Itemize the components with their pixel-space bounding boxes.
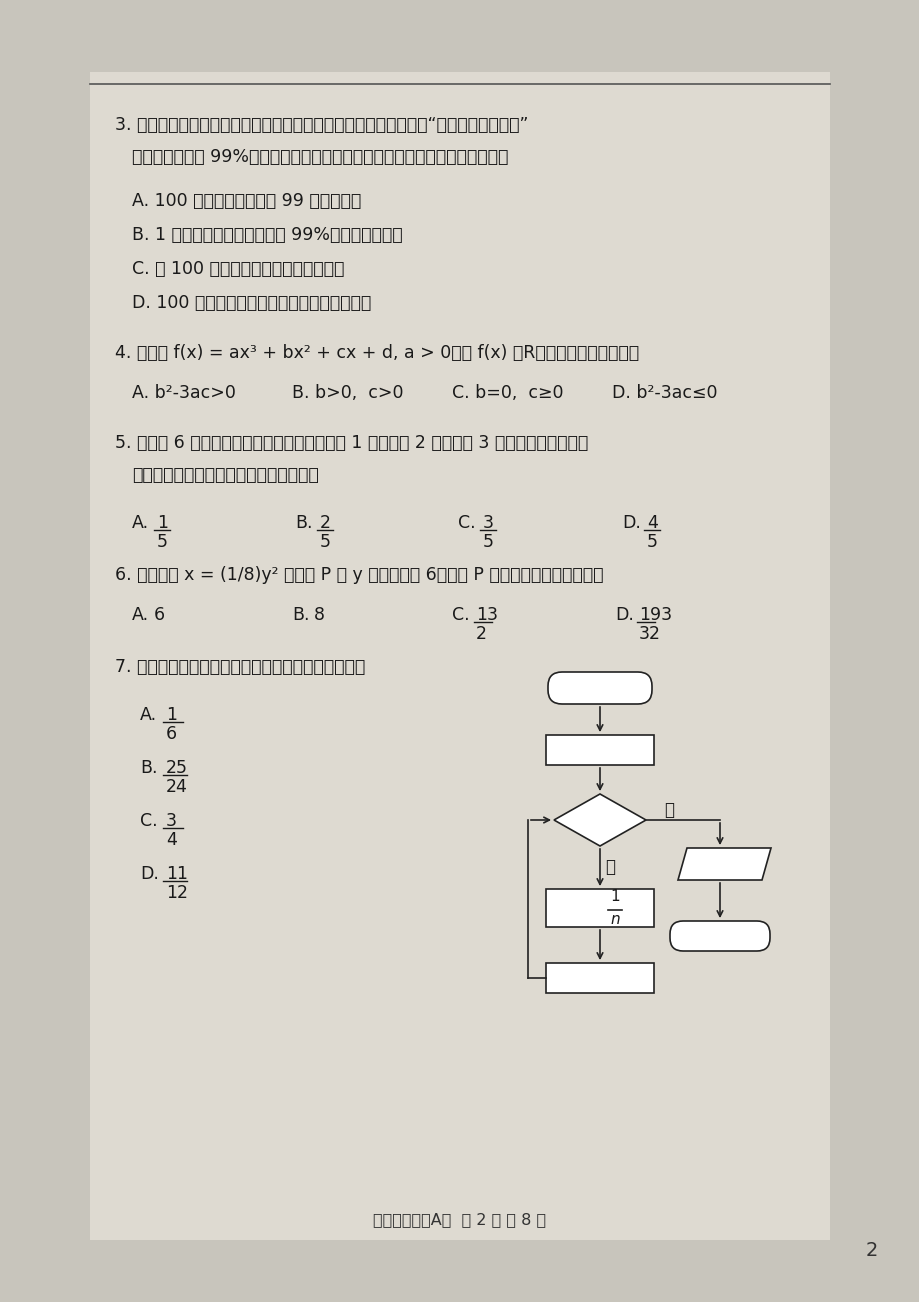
Text: 1: 1	[157, 514, 168, 533]
Text: 7. 如图所示，程序框图（算法流程图）的输出结果是: 7. 如图所示，程序框图（算法流程图）的输出结果是	[115, 658, 365, 676]
FancyBboxPatch shape	[548, 672, 652, 704]
Text: 是: 是	[605, 858, 614, 876]
Text: B.: B.	[295, 514, 312, 533]
Text: 4: 4	[165, 831, 176, 849]
Text: A. b²-3ac>0: A. b²-3ac>0	[131, 384, 235, 402]
Text: B. 1 个人吸烟，那么这个人有 99%的概率患有肺癌: B. 1 个人吸烟，那么这个人有 99%的概率患有肺癌	[131, 227, 403, 243]
Text: 开始: 开始	[589, 680, 609, 697]
Text: 11: 11	[165, 865, 187, 883]
Text: 193: 193	[639, 605, 672, 624]
Text: 25: 25	[165, 759, 187, 777]
Text: 的结论，并且有 99%以上的把握认为这个结论是成立的，下列说法中正确的是: 的结论，并且有 99%以上的把握认为这个结论是成立的，下列说法中正确的是	[131, 148, 508, 165]
Text: A. 100 个吸烟者中至少有 99 人患有肺癌: A. 100 个吸烟者中至少有 99 人患有肺癌	[131, 191, 361, 210]
Text: 6: 6	[165, 725, 177, 743]
Text: 2: 2	[475, 625, 486, 643]
Text: C.: C.	[140, 812, 157, 829]
Text: 4: 4	[646, 514, 657, 533]
Text: 5: 5	[646, 533, 657, 551]
Text: 6: 6	[153, 605, 165, 624]
Text: n: n	[609, 911, 619, 927]
Text: 24: 24	[165, 779, 187, 796]
Text: C.: C.	[451, 605, 469, 624]
Text: 3: 3	[482, 514, 494, 533]
Text: 13: 13	[475, 605, 497, 624]
Text: B. b>0,  c>0: B. b>0, c>0	[291, 384, 403, 402]
Text: D.: D.	[614, 605, 633, 624]
Text: n=n+2: n=n+2	[570, 969, 629, 987]
Text: 5: 5	[320, 533, 331, 551]
Text: C.: C.	[458, 514, 475, 533]
FancyBboxPatch shape	[545, 963, 653, 993]
Text: B.: B.	[140, 759, 157, 777]
Text: 6. 设抛物线 x = (1/8)y² 上一点 P 到 y 轴的距离是 6，则点 P 到该抛物线焦点的距离是: 6. 设抛物线 x = (1/8)y² 上一点 P 到 y 轴的距离是 6，则点…	[115, 566, 603, 585]
Text: 8: 8	[313, 605, 324, 624]
FancyBboxPatch shape	[669, 921, 769, 950]
Text: s=s+: s=s+	[579, 894, 625, 911]
Text: 5: 5	[482, 533, 494, 551]
Text: B.: B.	[291, 605, 309, 624]
Text: 2: 2	[865, 1241, 877, 1260]
FancyBboxPatch shape	[545, 889, 653, 927]
Text: C. b=0,  c≥0: C. b=0, c≥0	[451, 384, 563, 402]
Text: D.: D.	[621, 514, 641, 533]
Text: 1: 1	[165, 706, 176, 724]
Text: 12: 12	[165, 884, 187, 902]
Text: n < 8?: n < 8?	[573, 811, 627, 829]
FancyBboxPatch shape	[90, 72, 829, 1240]
Text: A.: A.	[131, 514, 149, 533]
Text: D. 100 个吸烟者中可能一个患肺癌的人也没有: D. 100 个吸烟者中可能一个患肺癌的人也没有	[131, 294, 371, 312]
Polygon shape	[553, 794, 645, 846]
Polygon shape	[677, 848, 770, 880]
Text: 结束: 结束	[709, 927, 729, 945]
Text: 32: 32	[639, 625, 660, 643]
Text: A.: A.	[131, 605, 149, 624]
Text: 3. 在研究吸烟与患肺癌的关系中，通过收集数据、整理分析数据得“吸烟与患肺癌有关”: 3. 在研究吸烟与患肺癌的关系中，通过收集数据、整理分析数据得“吸烟与患肺癌有关…	[115, 116, 528, 134]
FancyBboxPatch shape	[545, 736, 653, 766]
Text: 1: 1	[609, 889, 619, 904]
Text: C. 在 100 个吸烟者中一定有患肺癌的人: C. 在 100 个吸烟者中一定有患肺癌的人	[131, 260, 344, 279]
Text: 4. 设函数 f(x) = ax³ + bx² + cx + d, a > 0，则 f(x) 为R上有极値的充要条件是: 4. 设函数 f(x) = ax³ + bx² + cx + d, a > 0，…	[115, 344, 639, 362]
Text: 5: 5	[157, 533, 168, 551]
Text: 则选出的恰为一个黄球一个篮球的概率为: 则选出的恰为一个黄球一个篮球的概率为	[131, 466, 318, 484]
Text: 5. 盘中有 6 个大小形状相同的小球，其中红色 1 个，黄色 2 个，蓝色 3 个，从中任取两个，: 5. 盘中有 6 个大小形状相同的小球，其中红色 1 个，黄色 2 个，蓝色 3…	[115, 434, 587, 452]
Text: 否: 否	[664, 801, 674, 819]
Text: D. b²-3ac≤0: D. b²-3ac≤0	[611, 384, 717, 402]
Text: 输出s: 输出s	[705, 855, 733, 874]
Text: 2: 2	[320, 514, 331, 533]
Text: 3: 3	[165, 812, 176, 829]
Text: s=0, n=2: s=0, n=2	[560, 741, 639, 759]
Text: D.: D.	[140, 865, 159, 883]
Text: A.: A.	[140, 706, 157, 724]
Text: 高二文科数学A卷  第 2 页 共 8 页: 高二文科数学A卷 第 2 页 共 8 页	[373, 1212, 546, 1226]
